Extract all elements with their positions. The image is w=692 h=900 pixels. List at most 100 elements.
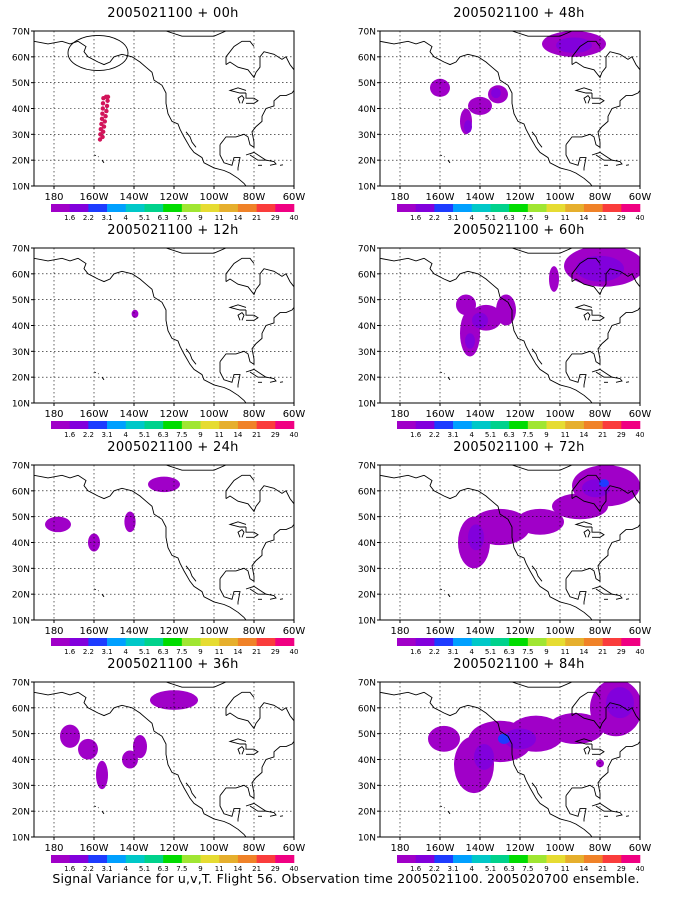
observation-circle xyxy=(67,34,129,71)
y-tick-label: 10N xyxy=(358,400,376,410)
y-tick-label: 10N xyxy=(358,183,376,193)
colorbar-swatch xyxy=(219,638,239,646)
x-tick-label: 140W xyxy=(466,626,495,637)
colorbar-label: 7.5 xyxy=(176,431,187,439)
map-panel: 2005021100 + 84h 10N 20N 30N 40N 50N 60N 70N 180… xyxy=(346,651,692,873)
colorbar-swatch xyxy=(51,421,70,429)
x-tick-label: 160W xyxy=(80,409,109,420)
coastline xyxy=(78,31,227,37)
colorbar-label: 9 xyxy=(544,648,548,656)
colorbar-swatch xyxy=(144,638,164,646)
x-tick-label: 140W xyxy=(120,843,149,854)
coastline xyxy=(423,40,593,186)
colorbar-label: 6.3 xyxy=(504,214,515,222)
x-tick-label: 120W xyxy=(506,409,535,420)
colorbar-label: 3.1 xyxy=(448,214,459,222)
variance-region xyxy=(606,687,634,719)
coastline xyxy=(380,474,425,479)
coastline xyxy=(225,474,255,499)
y-tick-label: 20N xyxy=(358,591,376,601)
x-tick-label: 140W xyxy=(120,192,149,203)
map-svg: 10N 20N 30N 40N 50N 60N 70N 180 160W 140W 120W 100W… xyxy=(12,462,306,657)
colorbar-label: 7.5 xyxy=(522,431,533,439)
colorbar-swatch xyxy=(621,204,641,212)
coastline xyxy=(625,598,630,600)
colorbar-swatch xyxy=(602,421,622,429)
colorbar-swatch xyxy=(144,204,164,212)
colorbar-label: 21 xyxy=(598,865,607,873)
coastline xyxy=(225,40,255,65)
y-tick-label: 30N xyxy=(358,348,376,358)
colorbar-swatch xyxy=(219,855,239,863)
colorbar-label: 29 xyxy=(271,648,280,656)
y-tick-label: 10N xyxy=(358,617,376,627)
colorbar-label: 40 xyxy=(636,648,645,656)
colorbar-label: 9 xyxy=(198,214,202,222)
map-svg: 10N 20N 30N 40N 50N 60N 70N 180 160W 140W 120W 100W… xyxy=(358,28,652,223)
colorbar-swatch xyxy=(565,855,585,863)
colorbar-label: 9 xyxy=(198,865,202,873)
coastline xyxy=(237,528,245,538)
y-tick-label: 50N xyxy=(358,296,376,306)
observation-point xyxy=(100,106,106,111)
x-tick-label: 100W xyxy=(546,409,575,420)
colorbar-swatch xyxy=(621,638,641,646)
y-tick-label: 50N xyxy=(358,513,376,523)
coastline xyxy=(219,144,241,171)
x-tick-label: 60W xyxy=(283,192,306,203)
x-tick-label: 140W xyxy=(466,192,495,203)
coastline xyxy=(237,745,245,755)
coastline xyxy=(565,741,640,800)
x-tick-label: 120W xyxy=(506,192,535,203)
colorbar-label: 40 xyxy=(636,431,645,439)
colorbar-swatch xyxy=(275,204,295,212)
colorbar-swatch xyxy=(200,204,220,212)
colorbar-swatch xyxy=(237,855,257,863)
coastline xyxy=(78,248,227,254)
observation-point xyxy=(100,134,105,140)
coastline xyxy=(219,741,294,800)
variance-region xyxy=(131,309,139,319)
variance-region xyxy=(45,516,71,533)
x-tick-label: 80W xyxy=(243,409,266,420)
colorbar-swatch xyxy=(125,638,145,646)
y-tick-label: 70N xyxy=(12,462,30,472)
x-tick-label: 160W xyxy=(426,626,455,637)
coastline xyxy=(78,682,227,688)
colorbar-label: 40 xyxy=(290,214,299,222)
colorbar-label: 7.5 xyxy=(522,865,533,873)
y-tick-label: 40N xyxy=(358,322,376,332)
coastline xyxy=(380,257,425,262)
panel-title: 2005021100 + 72h xyxy=(453,440,585,455)
colorbar-swatch xyxy=(125,204,145,212)
x-tick-label: 120W xyxy=(506,843,535,854)
y-tick-label: 20N xyxy=(358,808,376,818)
x-tick-label: 60W xyxy=(629,409,652,420)
coastline xyxy=(225,51,294,79)
x-tick-label: 160W xyxy=(80,843,109,854)
coastline xyxy=(237,311,245,321)
coastline xyxy=(591,368,614,378)
coastline xyxy=(279,598,284,600)
x-tick-label: 180 xyxy=(44,843,63,854)
map-panel: 2005021100 + 24h 10N 20N 30N 40N 50N 60N 70N 180… xyxy=(0,434,346,657)
map-svg: 10N 20N 30N 40N 50N 60N 70N 180 160W 140W 120W 100W… xyxy=(12,245,306,440)
x-tick-label: 80W xyxy=(589,192,612,203)
coastline xyxy=(228,738,247,745)
coastline xyxy=(219,795,241,822)
colorbar-label: 6.3 xyxy=(158,431,169,439)
colorbar-swatch xyxy=(200,421,220,429)
colorbar-swatch xyxy=(546,855,566,863)
coastline xyxy=(245,310,259,321)
y-tick-label: 60N xyxy=(358,53,376,63)
coastline xyxy=(219,307,294,366)
colorbar-label: 14 xyxy=(233,648,242,656)
colorbar-swatch xyxy=(471,855,491,863)
coastline xyxy=(265,376,277,383)
variance-region xyxy=(468,96,492,115)
y-tick-label: 10N xyxy=(358,834,376,844)
map-svg: 10N 20N 30N 40N 50N 60N 70N 180 160W 140W 120W 100W… xyxy=(12,28,306,223)
coastline xyxy=(574,304,593,311)
colorbar-swatch xyxy=(181,638,201,646)
colorbar-swatch xyxy=(434,855,454,863)
